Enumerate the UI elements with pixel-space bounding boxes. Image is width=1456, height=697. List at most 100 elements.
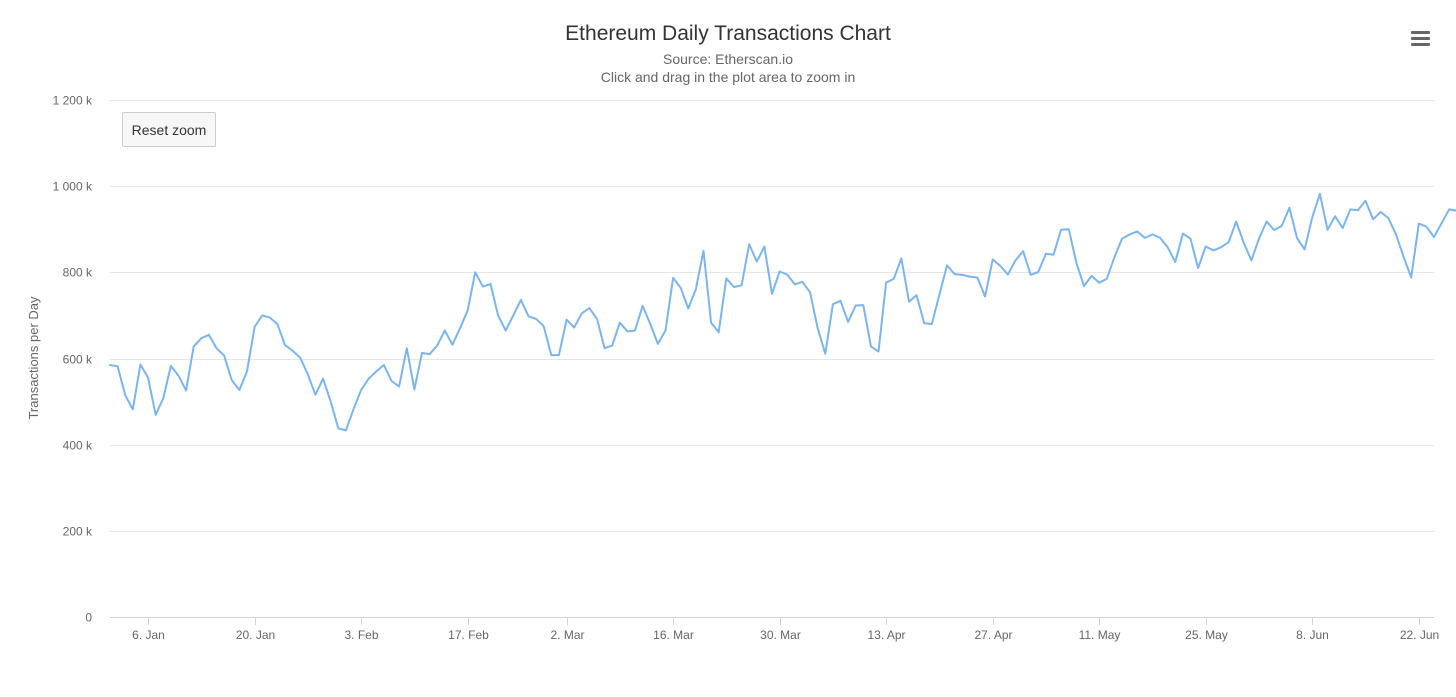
data-point[interactable]: [1127, 231, 1133, 237]
data-point[interactable]: [876, 349, 882, 355]
data-point[interactable]: [891, 276, 897, 282]
data-point[interactable]: [206, 332, 212, 338]
data-point[interactable]: [1332, 213, 1338, 219]
data-point[interactable]: [176, 373, 182, 379]
data-point[interactable]: [754, 259, 760, 265]
data-point[interactable]: [465, 308, 471, 314]
data-point[interactable]: [815, 325, 821, 331]
data-point[interactable]: [1370, 216, 1376, 222]
data-point[interactable]: [564, 317, 570, 323]
data-point[interactable]: [305, 371, 311, 377]
data-point[interactable]: [1302, 247, 1308, 253]
data-point[interactable]: [944, 262, 950, 268]
data-point[interactable]: [586, 305, 592, 311]
data-point[interactable]: [153, 412, 159, 418]
data-point[interactable]: [328, 399, 334, 405]
data-point[interactable]: [1248, 257, 1254, 263]
data-point[interactable]: [229, 377, 235, 383]
data-point[interactable]: [1195, 265, 1201, 271]
data-point[interactable]: [777, 269, 783, 275]
data-point[interactable]: [160, 395, 166, 401]
data-point[interactable]: [556, 352, 562, 358]
data-point[interactable]: [1165, 244, 1171, 250]
data-point[interactable]: [838, 298, 844, 304]
data-point[interactable]: [1423, 224, 1429, 230]
data-point[interactable]: [1408, 275, 1414, 281]
data-point[interactable]: [1104, 276, 1110, 282]
data-point[interactable]: [115, 363, 121, 369]
data-point[interactable]: [343, 427, 349, 433]
data-point[interactable]: [701, 248, 707, 254]
data-point[interactable]: [1180, 231, 1186, 237]
data-point[interactable]: [427, 351, 433, 357]
data-point[interactable]: [952, 271, 958, 277]
data-point[interactable]: [784, 272, 790, 278]
data-point[interactable]: [297, 355, 303, 361]
data-point[interactable]: [1043, 251, 1049, 257]
data-point[interactable]: [617, 320, 623, 326]
data-point[interactable]: [1378, 209, 1384, 215]
data-point[interactable]: [503, 328, 509, 334]
data-point[interactable]: [799, 279, 805, 285]
data-point[interactable]: [1264, 219, 1270, 225]
data-point[interactable]: [716, 329, 722, 335]
data-point[interactable]: [1286, 205, 1292, 211]
data-point[interactable]: [1325, 227, 1331, 233]
data-point[interactable]: [731, 284, 737, 290]
data-point[interactable]: [411, 387, 417, 393]
data-point[interactable]: [442, 328, 448, 334]
data-point[interactable]: [419, 350, 425, 356]
data-point[interactable]: [853, 303, 859, 309]
data-point[interactable]: [1203, 244, 1209, 250]
data-point[interactable]: [974, 275, 980, 281]
data-point[interactable]: [495, 312, 501, 318]
data-point[interactable]: [1309, 214, 1315, 220]
data-point[interactable]: [1150, 231, 1156, 237]
data-point[interactable]: [145, 375, 151, 381]
data-point[interactable]: [967, 274, 973, 280]
data-point[interactable]: [602, 345, 608, 351]
data-point[interactable]: [1119, 236, 1125, 242]
data-point[interactable]: [693, 286, 699, 292]
data-point[interactable]: [335, 425, 341, 431]
data-point[interactable]: [655, 341, 661, 347]
data-point[interactable]: [312, 392, 318, 398]
data-point[interactable]: [1446, 206, 1452, 212]
data-point[interactable]: [130, 406, 136, 412]
data-point[interactable]: [274, 321, 280, 327]
reset-zoom-button[interactable]: Reset zoom: [122, 112, 216, 147]
data-point[interactable]: [1081, 283, 1087, 289]
data-point[interactable]: [830, 301, 836, 307]
data-point[interactable]: [746, 241, 752, 247]
data-point[interactable]: [122, 392, 128, 398]
data-point[interactable]: [1393, 231, 1399, 237]
data-point[interactable]: [434, 343, 440, 349]
data-point[interactable]: [708, 320, 714, 326]
data-point[interactable]: [1279, 223, 1285, 229]
data-point[interactable]: [533, 316, 539, 322]
data-point[interactable]: [1073, 260, 1079, 266]
data-point[interactable]: [898, 256, 904, 262]
data-point[interactable]: [1241, 240, 1247, 246]
data-point[interactable]: [1294, 235, 1300, 241]
data-point[interactable]: [198, 335, 204, 341]
data-point[interactable]: [214, 345, 220, 351]
data-point[interactable]: [906, 299, 912, 305]
data-point[interactable]: [244, 368, 250, 374]
data-point[interactable]: [670, 275, 676, 281]
data-point[interactable]: [389, 378, 395, 384]
data-point[interactable]: [1233, 219, 1239, 225]
data-point[interactable]: [480, 284, 486, 290]
data-point[interactable]: [1439, 220, 1445, 226]
data-point[interactable]: [723, 275, 729, 281]
data-point[interactable]: [822, 351, 828, 357]
data-point[interactable]: [739, 282, 745, 288]
data-point[interactable]: [526, 313, 532, 319]
data-point[interactable]: [594, 316, 600, 322]
data-point[interactable]: [1317, 191, 1323, 197]
data-point[interactable]: [396, 384, 402, 390]
data-point[interactable]: [1340, 225, 1346, 231]
data-point[interactable]: [548, 352, 554, 358]
data-point[interactable]: [1157, 235, 1163, 241]
